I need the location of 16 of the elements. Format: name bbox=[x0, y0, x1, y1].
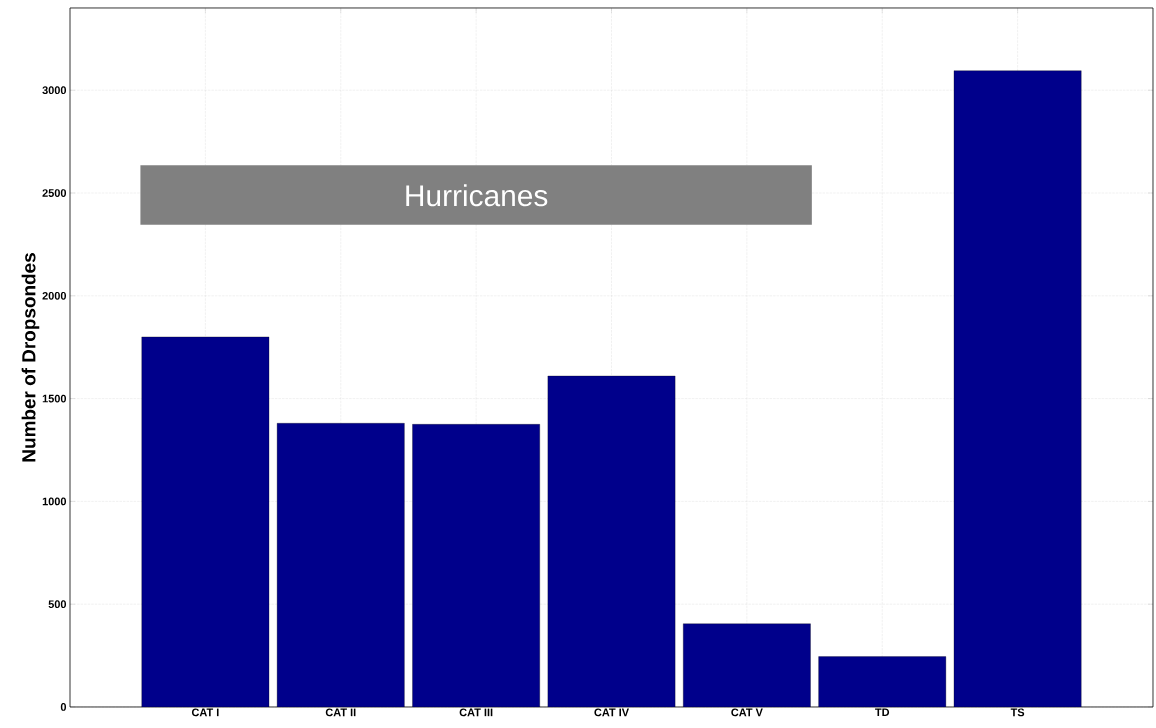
x-tick-label: CAT III bbox=[459, 708, 493, 717]
x-tick-label: CAT I bbox=[191, 708, 219, 717]
y-tick-label: 3000 bbox=[42, 86, 67, 95]
x-tick-label: CAT II bbox=[325, 708, 356, 717]
annotation: Hurricanes bbox=[406, 184, 548, 207]
x-tick-label: CAT V bbox=[731, 708, 763, 717]
y-tick-label: 1500 bbox=[42, 394, 67, 403]
y-tick-label: 2500 bbox=[42, 189, 67, 197]
x-tick-label: CAT IV bbox=[594, 708, 629, 717]
x-tick-label: TD bbox=[875, 708, 890, 717]
y-tick-label: 1000 bbox=[42, 497, 67, 506]
y-tick-label: 500 bbox=[48, 600, 67, 609]
y-axis-title: Number of Dropsondes bbox=[21, 253, 40, 462]
x-tick-label: TS bbox=[1010, 708, 1025, 717]
y-tick-label: 0 bbox=[60, 703, 67, 711]
y-tick-label: 2000 bbox=[42, 291, 67, 300]
